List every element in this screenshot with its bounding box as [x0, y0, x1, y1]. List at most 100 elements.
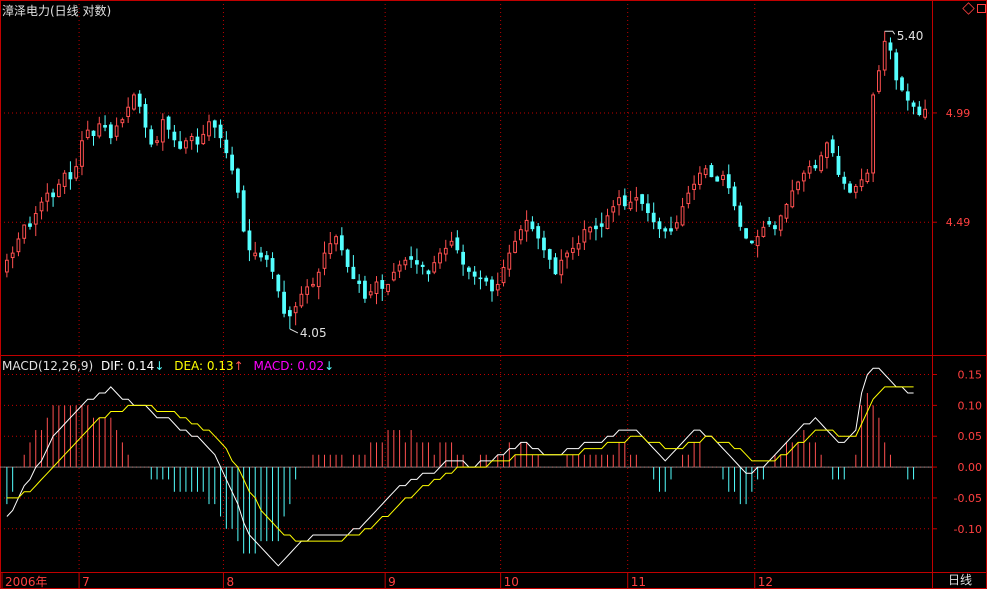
candle-body-up	[293, 306, 298, 314]
candle	[738, 202, 743, 231]
candle	[51, 188, 55, 207]
candle-body-up	[611, 206, 616, 213]
candle	[449, 231, 454, 248]
candle-body-down	[726, 174, 731, 189]
candle	[472, 266, 477, 285]
candle	[305, 279, 310, 304]
macd-tick-label: 0.05	[958, 430, 983, 443]
candle	[536, 223, 541, 250]
candle	[299, 286, 304, 309]
candle	[865, 169, 870, 184]
candle-body-up	[184, 140, 188, 149]
candle	[74, 158, 79, 182]
candle	[443, 239, 448, 262]
candle	[790, 179, 795, 209]
candle	[721, 170, 725, 187]
candle	[218, 119, 223, 148]
candle-body-up	[322, 252, 327, 269]
candle	[726, 164, 731, 195]
macd-tick-label: -0.10	[954, 523, 982, 536]
candle	[149, 125, 154, 148]
candle-body-up	[865, 172, 870, 183]
high-marker	[884, 30, 896, 35]
candle	[455, 230, 460, 254]
candle	[836, 146, 841, 178]
indicator-name: MACD(12,26,9)	[2, 359, 94, 373]
candle	[669, 216, 673, 236]
candle-body-up	[449, 240, 454, 246]
candle-body-up	[299, 293, 304, 307]
candle-body-down	[172, 131, 177, 141]
candle	[894, 48, 899, 90]
dea-value: 0.13	[206, 359, 234, 373]
candle	[709, 162, 714, 178]
candle	[773, 221, 777, 236]
candle	[391, 263, 396, 282]
candle	[478, 270, 483, 290]
candle	[293, 301, 298, 326]
candle-body-up	[674, 222, 679, 229]
candle-body-down	[178, 141, 183, 149]
candle-body-up	[501, 266, 506, 284]
candle	[114, 117, 119, 141]
dea-label: DEA:	[174, 359, 204, 373]
candle	[316, 268, 321, 300]
candle-body-up	[576, 243, 581, 250]
candle-body-up	[62, 172, 67, 187]
month-label: 10	[504, 575, 519, 589]
candle-body-down	[270, 258, 275, 272]
candle	[565, 250, 569, 269]
candle-body-down	[282, 291, 286, 314]
candle-body-down	[149, 129, 154, 145]
candle	[68, 161, 73, 190]
candle-body-down	[247, 230, 252, 251]
candle-body-down	[738, 205, 743, 227]
candle	[334, 234, 338, 252]
candle	[611, 200, 616, 222]
candle	[853, 183, 858, 199]
candle-body-down	[773, 225, 777, 230]
candle-body-down	[143, 104, 148, 128]
candle-body-down	[241, 190, 246, 232]
month-label: 11	[631, 575, 646, 589]
candle-body-up	[582, 229, 587, 243]
candle-body-down	[547, 249, 552, 260]
candle	[201, 124, 206, 146]
candle	[911, 100, 916, 115]
candle-body-down	[467, 267, 471, 272]
candle	[189, 133, 194, 150]
candle-body-up	[807, 166, 812, 174]
annotations: 5.40 4.05	[289, 29, 924, 340]
candle-body-down	[236, 168, 240, 193]
candle-body-down	[230, 154, 234, 171]
candle-body-down	[420, 264, 425, 267]
candle-body-down	[380, 280, 385, 289]
candle-body-up	[132, 94, 136, 110]
candle	[22, 224, 27, 244]
candle	[432, 255, 437, 275]
macd-tick-label: -0.05	[954, 492, 982, 505]
candle	[732, 181, 737, 211]
candle-body-down	[218, 124, 223, 139]
candle	[692, 175, 696, 200]
candle-body-down	[530, 221, 535, 230]
candle	[755, 229, 760, 258]
candle-body-down	[813, 165, 818, 169]
candle	[276, 273, 281, 298]
window-box-icon[interactable]	[977, 4, 986, 13]
macd-tick-label: 0.15	[958, 369, 983, 382]
period-button[interactable]: 日线	[947, 573, 972, 587]
candle-body-up	[160, 119, 165, 143]
candle	[622, 188, 627, 210]
candle-body-up	[923, 108, 927, 118]
candle-body-down	[646, 203, 650, 214]
candle-body-up	[253, 252, 258, 257]
candle-body-down	[848, 183, 852, 193]
candle	[744, 228, 748, 240]
candle-body-down	[715, 176, 720, 182]
high-label: 5.40	[897, 29, 924, 43]
candle	[380, 274, 385, 301]
candle	[85, 120, 90, 140]
candle	[207, 114, 211, 141]
candle	[651, 202, 656, 230]
